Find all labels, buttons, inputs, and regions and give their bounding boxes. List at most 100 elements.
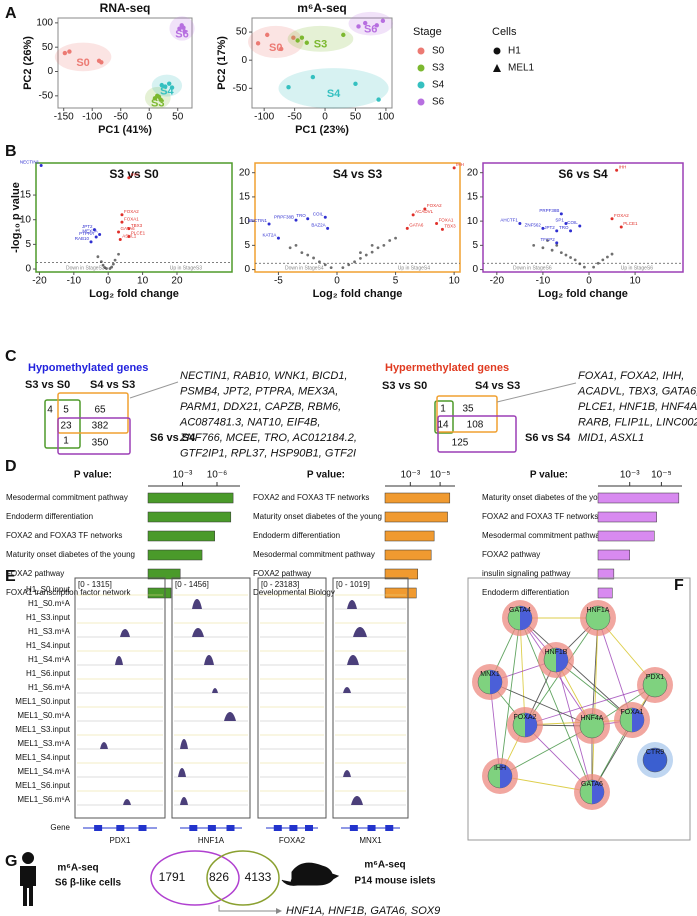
leader-line xyxy=(129,381,179,399)
y-tick-label: 15 xyxy=(20,190,32,201)
track-range: [0 - 1315] xyxy=(78,580,112,589)
cluster-label: S4 xyxy=(160,86,174,98)
point xyxy=(341,266,345,270)
point xyxy=(376,246,380,250)
point xyxy=(610,252,614,256)
set-box xyxy=(44,399,81,449)
network-edge xyxy=(519,617,593,793)
y-tick-label: 5 xyxy=(25,239,31,250)
point xyxy=(163,84,168,89)
gene-label: ACADVL xyxy=(415,209,434,214)
panel-letter: E xyxy=(5,568,16,585)
axis-label: P value: xyxy=(530,470,568,481)
set-box xyxy=(57,417,131,455)
gene-point xyxy=(120,220,124,224)
category-label: FOXA2 and FOXA3 TF networks xyxy=(253,493,369,502)
gene-label: PLCE1 xyxy=(623,221,638,226)
x-tick-label: 10 xyxy=(630,276,642,287)
exon xyxy=(305,825,313,831)
track-range: [0 - 1456] xyxy=(175,580,209,589)
legend-shape xyxy=(493,64,501,72)
track-range: [0 - 1019] xyxy=(336,580,370,589)
point xyxy=(177,26,182,31)
gene-point xyxy=(323,215,327,219)
y-tick-label: 20 xyxy=(239,167,251,178)
plot-frame xyxy=(251,17,393,109)
y-tick-label: 100 xyxy=(36,18,53,29)
point xyxy=(117,252,120,256)
point xyxy=(376,97,381,102)
point xyxy=(310,74,316,80)
bar xyxy=(147,530,215,542)
legend-swatch xyxy=(417,47,425,55)
legend-label: S3 xyxy=(432,63,445,74)
legend-label: MEL1 xyxy=(508,63,535,74)
x-axis-label: PC1 (23%) xyxy=(295,124,349,136)
node-label: PDX1 xyxy=(646,674,664,681)
point xyxy=(113,258,117,262)
category-label: Mesodermal commitment pathway xyxy=(253,550,375,559)
point xyxy=(347,263,351,267)
point xyxy=(288,246,292,250)
coverage-peak xyxy=(204,655,214,665)
coverage-peak xyxy=(192,628,204,637)
gene-point xyxy=(92,228,96,232)
chart-title: S6 vs S4 xyxy=(558,167,608,181)
gene-list-line: GTF2IP1, RPL37, HSP90B1, GTF2I xyxy=(180,447,356,459)
point xyxy=(286,84,291,90)
legend-label: S0 xyxy=(432,46,445,57)
track-label: MEL1_S3.m⁶A xyxy=(17,739,70,748)
gene-list-line: NECTIN1, RAB10, WNK1, BICD1, xyxy=(180,370,348,382)
gene-point xyxy=(267,222,271,226)
arrowhead xyxy=(276,908,282,914)
legend-label: S6 xyxy=(432,97,445,108)
y-tick-label: 0 xyxy=(241,55,247,66)
gene-point xyxy=(306,217,310,221)
x-tick-label: 10⁻⁶ xyxy=(207,470,228,481)
bar xyxy=(147,587,172,599)
gene-label: NECTIN1 xyxy=(20,160,40,165)
down-label: Down in StageS3 xyxy=(66,265,105,271)
track-label: MEL1_S4.m⁶A xyxy=(17,767,70,776)
gene-point xyxy=(127,234,131,238)
x-axis-label: Log₂ fold change xyxy=(538,288,628,300)
count: 65 xyxy=(94,405,106,416)
point xyxy=(265,32,270,38)
point xyxy=(364,253,368,257)
gene-list-line: ZNF766, MCEE, TRO, AC012184.2, xyxy=(179,432,357,444)
point xyxy=(279,46,284,52)
track-label: H1_S0.m⁶A xyxy=(28,599,71,608)
set-box xyxy=(437,415,517,453)
set-box xyxy=(57,392,129,434)
cluster-label: S6 xyxy=(364,24,377,36)
node xyxy=(642,747,668,773)
exon xyxy=(289,825,298,831)
set-label: S3 vs S0 xyxy=(25,379,70,391)
bar xyxy=(597,511,657,523)
point xyxy=(300,251,304,255)
point xyxy=(159,82,164,88)
node xyxy=(579,713,605,739)
up-label: Up in StageS6 xyxy=(621,265,653,271)
group-title: m⁶A-seq xyxy=(364,860,405,871)
x-tick-label: 0 xyxy=(322,112,328,123)
node-label: GATA6 xyxy=(581,781,603,788)
bar xyxy=(147,549,203,561)
point xyxy=(592,265,595,269)
gene-name: FOXA2 xyxy=(279,836,306,845)
count: 1 xyxy=(440,404,446,415)
legend-swatch xyxy=(417,81,425,89)
gene-list-line: PARM1, DDX21, CAPZB, RBM6, xyxy=(180,401,341,413)
y-tick-label: 10 xyxy=(467,216,479,227)
gene-label: IHH xyxy=(619,164,627,169)
gene-point xyxy=(118,237,122,241)
track-label: H1_S6.input xyxy=(26,669,71,678)
chart-title: S4 vs S3 xyxy=(333,167,383,181)
coverage-peak xyxy=(100,742,108,749)
gene-label: TBX3 xyxy=(131,223,143,228)
x-tick-label: 0 xyxy=(334,276,340,287)
track-panel xyxy=(171,577,251,819)
set-box xyxy=(436,395,498,433)
gene-point xyxy=(276,236,280,240)
x-tick-label: -10 xyxy=(536,276,551,287)
